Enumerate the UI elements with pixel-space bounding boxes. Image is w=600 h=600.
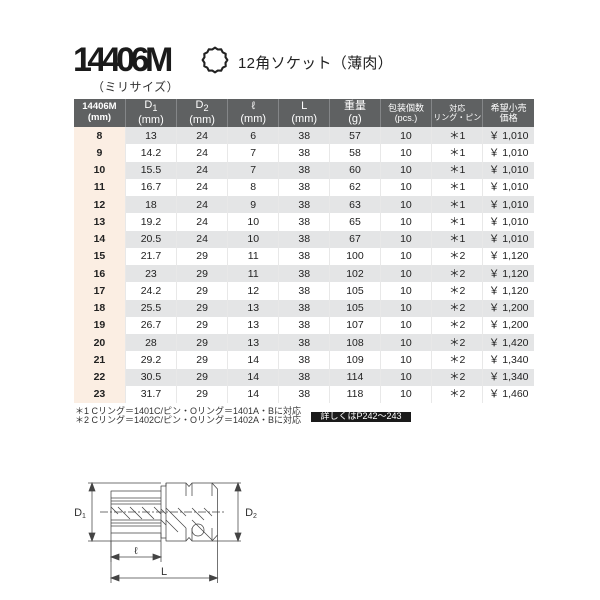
- svg-text:ℓ: ℓ: [134, 546, 138, 557]
- svg-text:L: L: [161, 566, 167, 578]
- svg-text:D1: D1: [74, 507, 86, 520]
- svg-text:D2: D2: [245, 507, 257, 520]
